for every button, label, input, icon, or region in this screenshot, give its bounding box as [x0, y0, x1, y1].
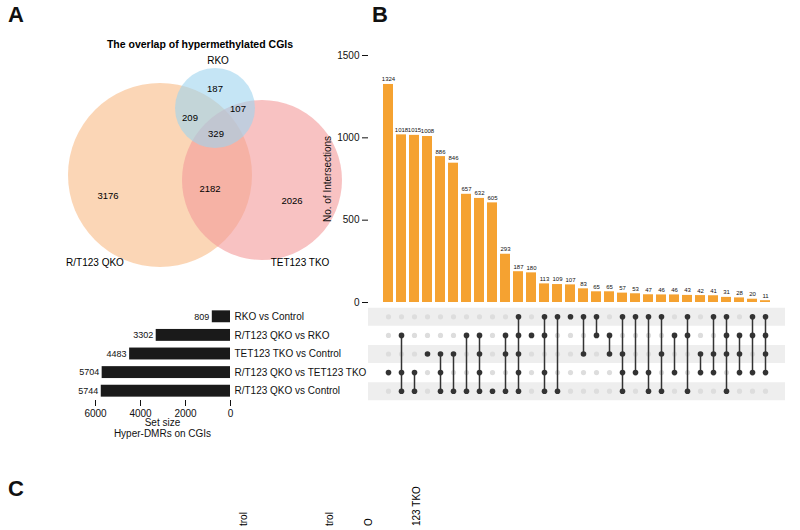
svg-text:1324: 1324 [382, 76, 396, 82]
html-text:Hyper-DMRs on CGIs: Hyper-DMRs on CGIs [113, 428, 212, 439]
svg-text:R/T123 QKO vs Control: R/T123 QKO vs Control [235, 385, 341, 396]
svg-text:2182: 2182 [199, 183, 220, 194]
svg-text:TET123 TKO: TET123 TKO [271, 257, 330, 268]
svg-text:3302: 3302 [133, 330, 153, 340]
svg-text:RKO: RKO [207, 55, 229, 66]
svg-text:20: 20 [749, 291, 756, 297]
svg-text:No. of Intersections: No. of Intersections [322, 136, 333, 222]
svg-text:46: 46 [671, 287, 678, 293]
svg-text:1500: 1500 [337, 50, 360, 61]
svg-text:113: 113 [540, 276, 550, 282]
html-text:C: C [8, 476, 24, 501]
svg-text:65: 65 [593, 284, 600, 290]
svg-text:trol: trol [238, 512, 249, 526]
svg-text:293: 293 [500, 246, 511, 252]
svg-text:R/T123 QKO vs RKO: R/T123 QKO vs RKO [235, 330, 330, 341]
svg-text:28: 28 [736, 290, 743, 296]
svg-text:1000: 1000 [337, 132, 360, 143]
svg-text:605: 605 [487, 195, 498, 201]
svg-text:107: 107 [230, 103, 246, 114]
html-text:Set size: Set size [144, 417, 181, 428]
svg-text:209: 209 [182, 112, 198, 123]
svg-text:53: 53 [632, 286, 639, 292]
svg-text:TET123 TKO vs Control: TET123 TKO vs Control [235, 348, 342, 359]
html-text:A: A [8, 2, 24, 27]
svg-text:1015: 1015 [408, 127, 422, 133]
svg-text:4000: 4000 [129, 408, 152, 419]
svg-text:11: 11 [762, 293, 769, 299]
svg-text:2000: 2000 [174, 408, 197, 419]
svg-text:657: 657 [461, 186, 472, 192]
svg-text:O: O [363, 518, 374, 526]
svg-text:0: 0 [228, 408, 234, 419]
svg-text:2026: 2026 [281, 195, 302, 206]
svg-text:57: 57 [619, 285, 626, 291]
svg-text:R/T123 QKO: R/T123 QKO [66, 257, 124, 268]
svg-text:109: 109 [552, 276, 563, 282]
svg-text:0: 0 [354, 297, 360, 308]
svg-text:500: 500 [343, 214, 360, 225]
svg-text:329: 329 [208, 128, 224, 139]
svg-text:5704: 5704 [79, 367, 99, 377]
svg-text:107: 107 [565, 277, 576, 283]
svg-text:83: 83 [580, 281, 587, 287]
svg-text:3176: 3176 [97, 190, 118, 201]
svg-text:5744: 5744 [78, 386, 98, 396]
svg-text:123 TKO: 123 TKO [411, 486, 422, 526]
svg-text:1008: 1008 [421, 128, 435, 134]
svg-text:187: 187 [513, 264, 524, 270]
svg-text:809: 809 [194, 312, 209, 322]
svg-text:187: 187 [207, 83, 223, 94]
svg-text:886: 886 [435, 149, 446, 155]
svg-text:The overlap of hypermethylated: The overlap of hypermethylated CGIs [107, 38, 293, 50]
svg-text:180: 180 [526, 265, 537, 271]
svg-text:46: 46 [658, 287, 665, 293]
html-text:B: B [372, 2, 388, 27]
svg-text:6000: 6000 [84, 408, 107, 419]
svg-text:42: 42 [697, 288, 704, 294]
svg-text:R/T123 QKO vs TET123 TKO: R/T123 QKO vs TET123 TKO [235, 367, 367, 378]
svg-text:65: 65 [606, 284, 613, 290]
svg-text:47: 47 [645, 287, 652, 293]
svg-text:43: 43 [684, 287, 691, 293]
svg-text:4483: 4483 [107, 349, 127, 359]
svg-text:41: 41 [710, 288, 717, 294]
svg-text:1018: 1018 [395, 127, 409, 133]
svg-text:31: 31 [723, 289, 730, 295]
svg-text:trol: trol [324, 512, 335, 526]
svg-text:632: 632 [474, 190, 485, 196]
svg-text:RKO vs Control: RKO vs Control [235, 311, 304, 322]
svg-text:846: 846 [448, 155, 459, 161]
